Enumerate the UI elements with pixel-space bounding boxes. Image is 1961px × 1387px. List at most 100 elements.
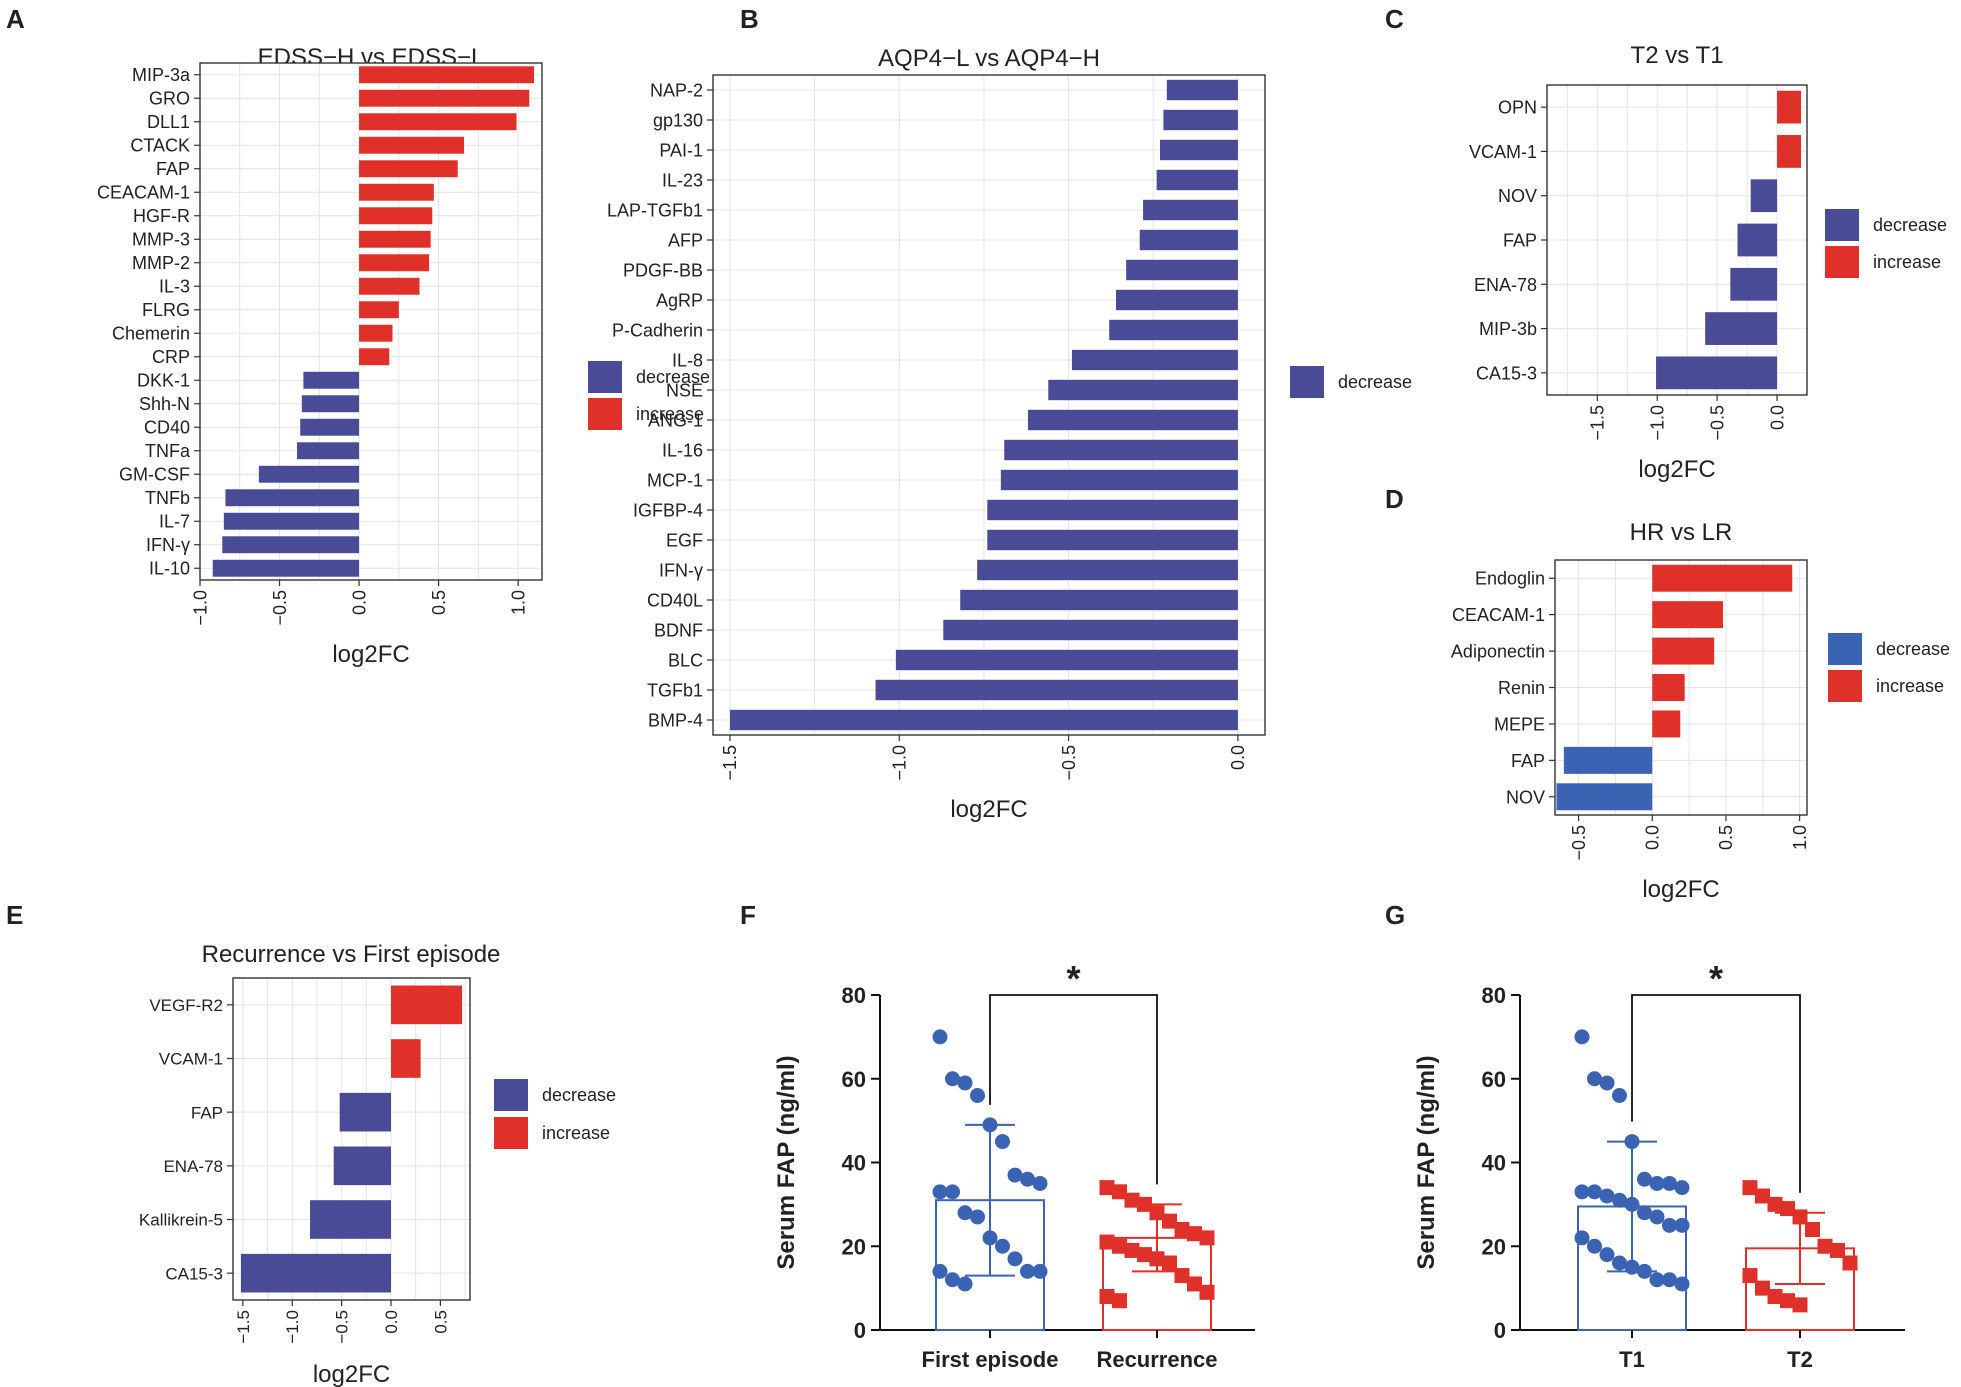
bar-P-Cadherin xyxy=(1109,319,1238,341)
bar-Shh-N xyxy=(301,395,360,413)
data-point xyxy=(1137,1247,1152,1263)
category-label: VCAM-1 xyxy=(1469,142,1537,162)
x-tick-label: 1.0 xyxy=(508,590,528,615)
category-label: DKK-1 xyxy=(137,371,190,391)
legend-swatch-decrease xyxy=(1290,366,1324,398)
category-label: NOV xyxy=(1506,787,1545,807)
legend-swatch-increase xyxy=(1825,246,1859,278)
panel-letter-D: D xyxy=(1385,484,1404,514)
data-point xyxy=(1149,1205,1165,1221)
data-point xyxy=(1674,1217,1690,1233)
category-label: OPN xyxy=(1498,98,1537,118)
legend-swatch-increase xyxy=(1828,670,1862,702)
data-point xyxy=(932,1029,948,1045)
data-point xyxy=(1599,1188,1615,1204)
category-label: LAP-TGFb1 xyxy=(607,200,703,220)
bar-IGFBP-4 xyxy=(987,499,1238,521)
category-label: NOV xyxy=(1498,186,1537,206)
x-tick-label: 0.5 xyxy=(431,1310,450,1334)
bar-CEACAM-1 xyxy=(1652,601,1723,629)
category-label: ENA-78 xyxy=(163,1157,223,1176)
category-label: Kallikrein-5 xyxy=(139,1211,223,1230)
panel-letter-B: B xyxy=(740,4,759,34)
data-point xyxy=(1574,1029,1590,1045)
x-tick-label: 0.5 xyxy=(429,590,449,615)
data-point xyxy=(1599,1247,1615,1263)
legend-swatch-increase xyxy=(494,1117,528,1149)
x-tick-label: −0.5 xyxy=(1059,745,1079,781)
x-tick-label: −1.0 xyxy=(283,1310,302,1344)
category-label: TNFa xyxy=(145,441,191,461)
legend-label-decrease: decrease xyxy=(1338,372,1412,392)
x-tick-label: 0.5 xyxy=(1716,825,1736,850)
category-label: IFN-γ xyxy=(146,535,190,555)
y-tick-label: 0 xyxy=(1494,1318,1506,1343)
bar-gp130 xyxy=(1163,109,1238,131)
bar-CRP xyxy=(359,348,390,366)
data-point xyxy=(1587,1184,1602,1200)
bar-DLL1 xyxy=(359,113,517,131)
data-point xyxy=(1199,1230,1215,1246)
y-tick-label: 40 xyxy=(842,1151,866,1176)
x-tick-label: −0.5 xyxy=(1707,405,1727,441)
bar-IL-16 xyxy=(1004,439,1238,461)
category-label: Renin xyxy=(1498,678,1545,698)
category-label: NAP-2 xyxy=(650,80,703,100)
bar-NSE xyxy=(1048,379,1238,401)
y-axis-label: Serum FAP (ng/ml) xyxy=(1413,1055,1440,1269)
category-label: GRO xyxy=(149,89,190,109)
plot-area xyxy=(233,978,470,1300)
panel-letter-A: A xyxy=(6,4,25,34)
bar-BLC xyxy=(895,649,1238,671)
category-label: MIP-3a xyxy=(132,65,191,85)
y-tick-label: 20 xyxy=(842,1234,866,1259)
x-tick-label: 0.0 xyxy=(1767,405,1787,430)
category-label: VCAM-1 xyxy=(159,1050,223,1069)
x-axis-label: log2FC xyxy=(313,1361,390,1387)
legend-swatch-decrease xyxy=(494,1079,528,1111)
bar-IFN-γ xyxy=(222,536,360,554)
category-label: AFP xyxy=(668,230,703,250)
bar-MMP-2 xyxy=(359,254,430,272)
x-axis-label: log2FC xyxy=(1638,456,1715,483)
bar-ENA-78 xyxy=(1730,267,1778,301)
category-label: FAP xyxy=(191,1103,223,1122)
category-label: Endoglin xyxy=(1475,569,1545,589)
bar-MMP-3 xyxy=(359,230,431,248)
bar-PDGF-BB xyxy=(1126,259,1238,281)
x-tick-label: 1.0 xyxy=(1790,825,1810,850)
category-label: BDNF xyxy=(654,620,703,640)
category-label: TNFb xyxy=(145,488,190,508)
y-tick-label: 20 xyxy=(1482,1234,1506,1259)
data-point xyxy=(1199,1284,1215,1300)
bar-TGFb1 xyxy=(875,679,1238,701)
data-point xyxy=(995,1134,1010,1150)
panel-letter-F: F xyxy=(740,900,756,930)
category-label: MEPE xyxy=(1494,714,1545,734)
bar-FLRG xyxy=(359,301,399,319)
x-tick-label: −1.5 xyxy=(234,1310,253,1344)
data-point xyxy=(1099,1180,1115,1196)
panel-title: AQP4−L vs AQP4−H xyxy=(878,45,1100,72)
significance-bracket xyxy=(989,994,1158,1185)
bar-ANG-1 xyxy=(1027,409,1238,431)
data-point xyxy=(1637,1171,1652,1187)
data-point xyxy=(1662,1175,1677,1191)
data-point xyxy=(1817,1238,1833,1254)
significance-star: * xyxy=(1709,958,1723,999)
x-axis-label: log2FC xyxy=(332,641,409,668)
category-label: DLL1 xyxy=(147,112,190,132)
panel-letter-C: C xyxy=(1385,4,1404,34)
data-point xyxy=(1007,1167,1023,1183)
x-tick-label: 0.0 xyxy=(382,1310,401,1334)
y-tick-label: 60 xyxy=(842,1067,866,1092)
data-point xyxy=(1830,1242,1845,1258)
category-label: BMP-4 xyxy=(648,710,703,730)
y-tick-label: 80 xyxy=(842,983,866,1008)
data-point xyxy=(1637,1263,1652,1279)
data-point xyxy=(1649,1209,1665,1225)
x-tick-label: −1.0 xyxy=(1648,405,1668,441)
bar-Chemerin xyxy=(359,324,393,342)
bar-OPN xyxy=(1777,90,1802,124)
